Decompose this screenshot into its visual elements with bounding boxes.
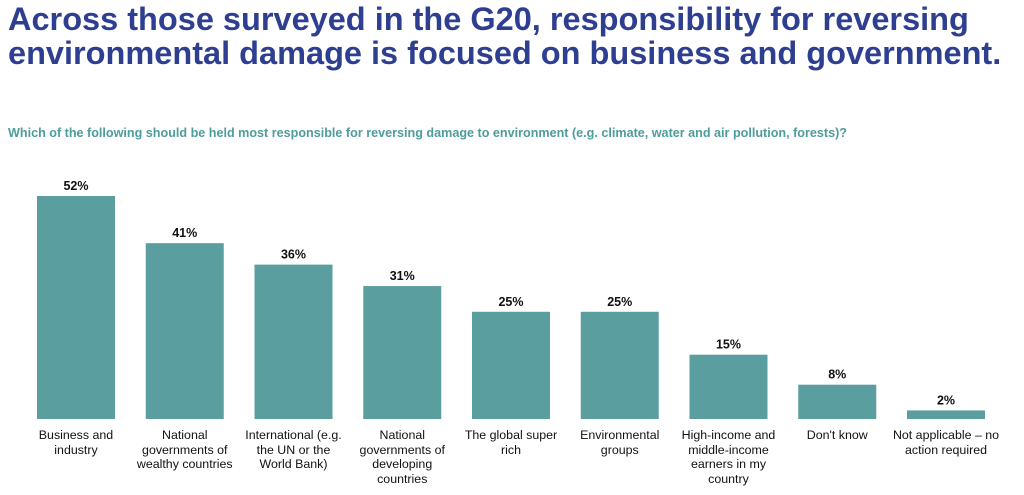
bar <box>145 243 224 419</box>
bar <box>472 311 550 419</box>
bar <box>798 384 877 419</box>
data-label: 8% <box>828 368 846 382</box>
category-label: Don't know <box>806 428 868 442</box>
data-label: 2% <box>937 393 955 407</box>
bar <box>580 311 659 419</box>
data-label: 15% <box>716 338 741 352</box>
category-label: National governments of wealthy countrie… <box>136 428 233 471</box>
category-label: National governments of developing count… <box>359 428 445 486</box>
chart-subtitle: Which of the following should be held mo… <box>8 126 847 140</box>
data-label: 25% <box>498 295 523 309</box>
chart-title: Across those surveyed in the G20, respon… <box>8 1 1002 71</box>
bar <box>689 354 768 419</box>
category-label: High-income and middle-income earners in… <box>681 428 776 486</box>
data-label: 52% <box>63 179 88 193</box>
data-label: 36% <box>281 248 306 262</box>
category-label: Business and industry <box>38 428 114 457</box>
bar <box>363 286 442 419</box>
data-label: 25% <box>607 295 632 309</box>
category-label: International (e.g. the UN or the World … <box>245 428 342 471</box>
category-label: The global super rich <box>464 428 558 457</box>
bar <box>37 196 115 419</box>
category-label: Not applicable – no action required <box>892 428 1000 457</box>
data-label: 31% <box>390 269 415 283</box>
data-label: 41% <box>172 226 197 240</box>
bar <box>254 264 333 419</box>
category-label: Environmental groups <box>580 428 660 457</box>
bar <box>907 410 985 419</box>
